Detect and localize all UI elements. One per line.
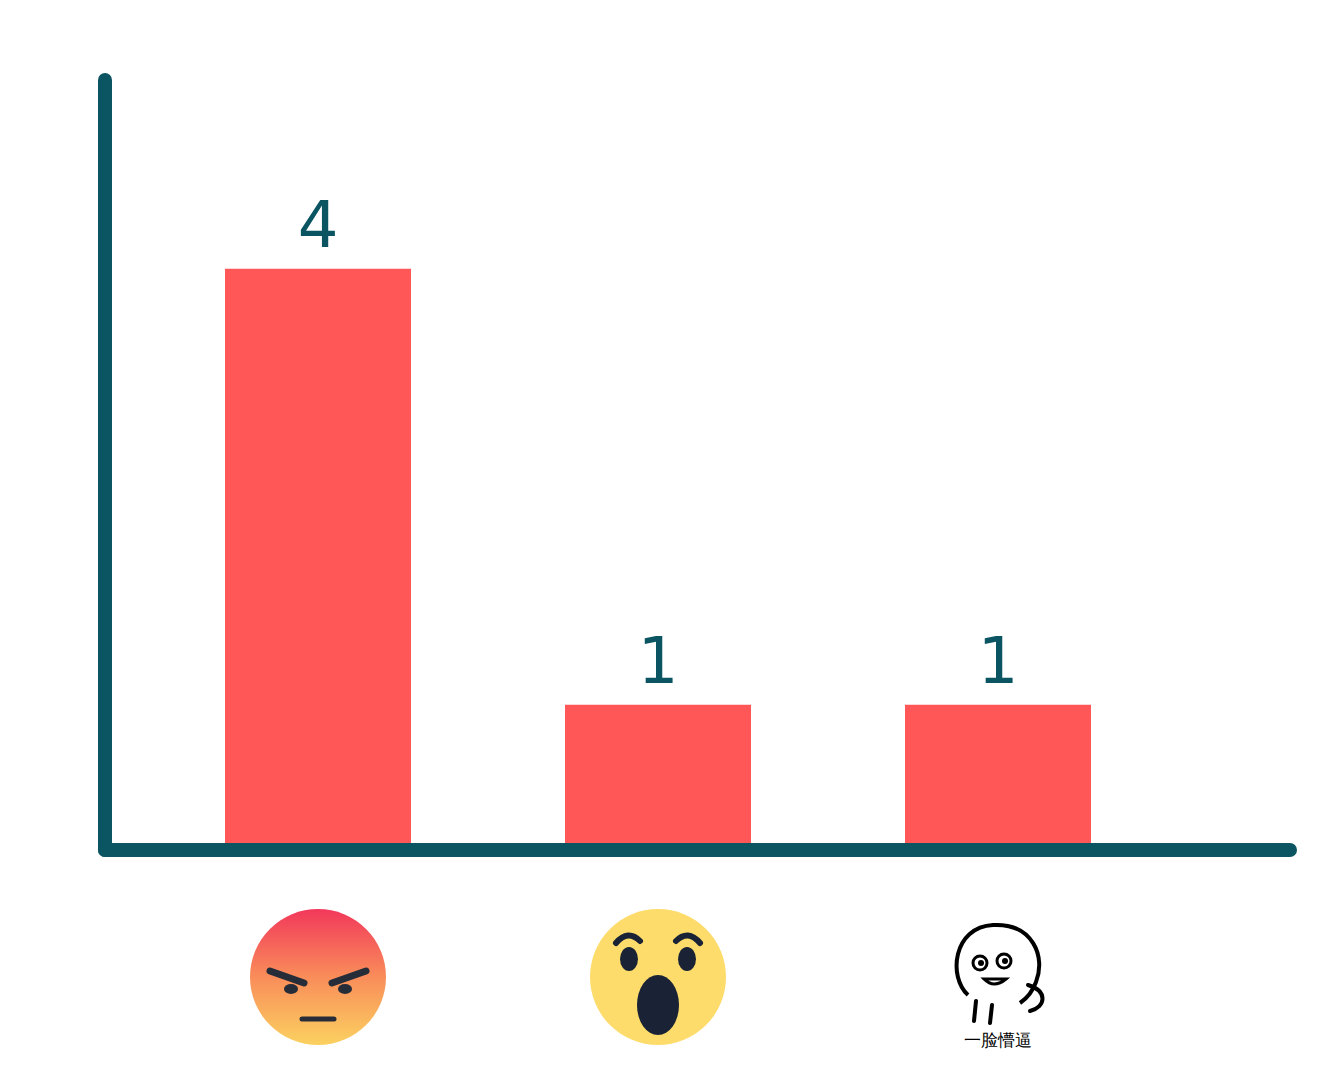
svg-text:1: 1: [978, 624, 1019, 698]
svg-text:1: 1: [638, 624, 679, 698]
svg-text:一脸懵逼: 一脸懵逼: [964, 1030, 1032, 1050]
svg-text:4: 4: [298, 188, 339, 262]
